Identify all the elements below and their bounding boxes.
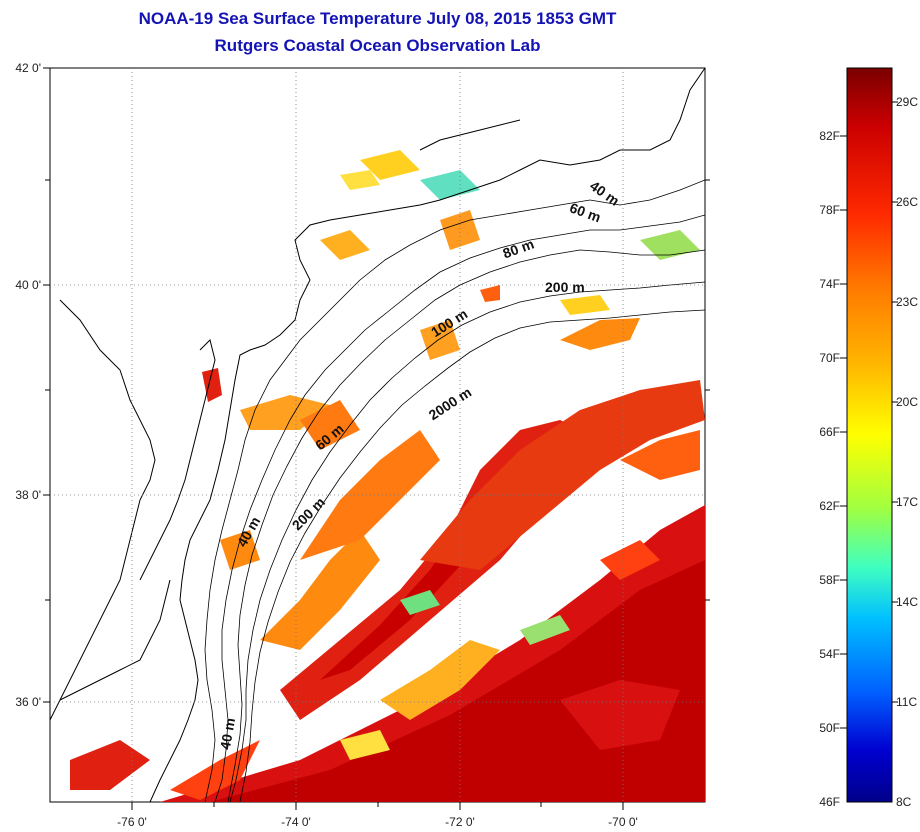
sst-patch-yellow: [340, 730, 390, 760]
isobath-200: [229, 281, 705, 802]
sst-patch-li-2: [340, 170, 380, 190]
colorbar-c-11: 11C: [896, 695, 917, 709]
isobath-40: [204, 179, 705, 802]
sst-patch-nj-1: [320, 230, 370, 260]
sst-patch-shelf-8: [600, 540, 660, 580]
contour-label-200m-north: 200 m: [545, 279, 585, 295]
map-subtitle: Rutgers Coastal Ocean Observation Lab: [214, 36, 541, 55]
sst-fringe-1: [260, 530, 380, 650]
colorbar-f-58: 58F: [819, 573, 840, 587]
sst-patch-green2: [520, 615, 570, 645]
colorbar-c-8: 8C: [896, 795, 912, 809]
sst-patch-nc-south: [70, 740, 150, 790]
sst-field: [70, 150, 705, 802]
coastline-chesapeake: [139, 339, 216, 581]
sst-patch-shelf-6: [220, 530, 260, 570]
map-title: NOAA-19 Sea Surface Temperature July 08,…: [138, 9, 617, 28]
colorbar-c-29: 29C: [896, 95, 918, 109]
coastline-new-england: [149, 68, 705, 802]
colorbar-f-66: 66F: [819, 425, 840, 439]
lon-label-76: -76 0': [117, 815, 147, 829]
colorbar-f-62: 62F: [819, 499, 840, 513]
colorbar-c-23: 23C: [896, 295, 918, 309]
lon-label-74: -74 0': [281, 815, 311, 829]
sst-patch-nj-2: [360, 150, 420, 180]
contour-label-40m-south: 40 m: [217, 717, 238, 751]
isobaths: [204, 179, 705, 802]
colorbar-ticks: [840, 101, 898, 729]
sst-band-north: [420, 380, 705, 570]
lat-label-40: 40 0': [15, 278, 41, 292]
colorbar-c-17: 17C: [896, 495, 918, 509]
colorbar-f-78: 78F: [819, 203, 840, 217]
axis-ticks: [43, 67, 710, 810]
colorbar-c-26: 26C: [896, 195, 918, 209]
sst-band-south-core: [210, 560, 705, 802]
colorbar-f-82: 82F: [819, 129, 840, 143]
sst-patch-shelf-5: [480, 285, 500, 302]
lat-label-42: 42 0': [15, 61, 41, 75]
isobath-2000: [239, 309, 705, 802]
coastline-long-island: [419, 119, 521, 151]
sst-fringe-5: [620, 430, 700, 480]
coastline-bay-west: [50, 299, 156, 721]
sst-fringe-4: [560, 318, 640, 350]
lat-label-38: 38 0': [15, 488, 41, 502]
lon-label-72: -72 0': [445, 815, 475, 829]
sst-fringe-3: [380, 640, 500, 720]
colorbar-c-14: 14C: [896, 595, 918, 609]
lat-label-36: 36 0': [15, 695, 41, 709]
colorbar: [846, 67, 893, 803]
sst-patch-shelf-2: [300, 400, 360, 450]
sst-patch-nc-shore: [170, 740, 260, 800]
coastline-nc-sound: [59, 579, 171, 701]
sst-patch-li-1: [420, 170, 480, 200]
sst-patch-green: [400, 590, 440, 615]
colorbar-f-74: 74F: [819, 277, 840, 291]
colorbar-f-70: 70F: [819, 351, 840, 365]
colorbar-f-50: 50F: [819, 721, 840, 735]
isobath-80: [227, 249, 705, 802]
colorbar-f-54: 54F: [819, 647, 840, 661]
colorbar-c-20: 20C: [896, 395, 918, 409]
sst-patch-shelf-7: [560, 295, 610, 315]
sst-patch-southeast: [560, 680, 680, 750]
coastline: [50, 68, 705, 802]
sst-patch-shelf-4: [420, 320, 460, 360]
lon-label-70: -70 0': [608, 815, 638, 829]
colorbar-f-46: 46F: [819, 795, 840, 809]
isobath-60: [214, 214, 705, 802]
